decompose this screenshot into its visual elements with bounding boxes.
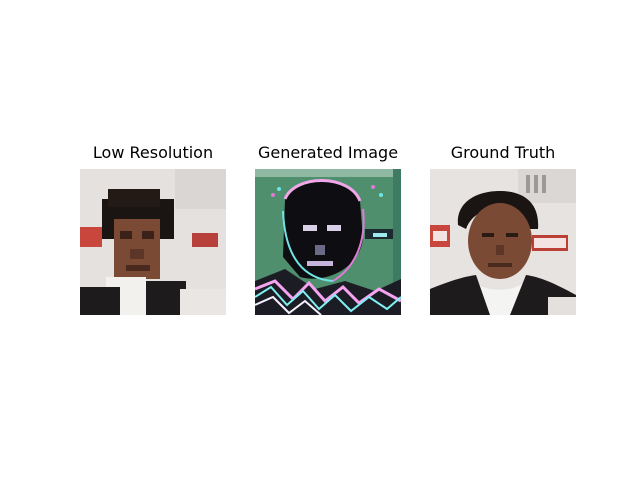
panel-title-low-resolution: Low Resolution bbox=[92, 143, 214, 162]
panel-generated-image: Generated Image bbox=[255, 142, 401, 315]
generated-image bbox=[255, 169, 401, 315]
panel-ground-truth: Ground Truth bbox=[430, 142, 576, 315]
panel-title-ground-truth: Ground Truth bbox=[450, 143, 556, 162]
low-resolution-image bbox=[80, 169, 226, 315]
panel-low-resolution: Low Resolution bbox=[80, 142, 226, 315]
ground-truth-image bbox=[430, 169, 576, 315]
panel-title-generated-image: Generated Image bbox=[257, 143, 399, 162]
